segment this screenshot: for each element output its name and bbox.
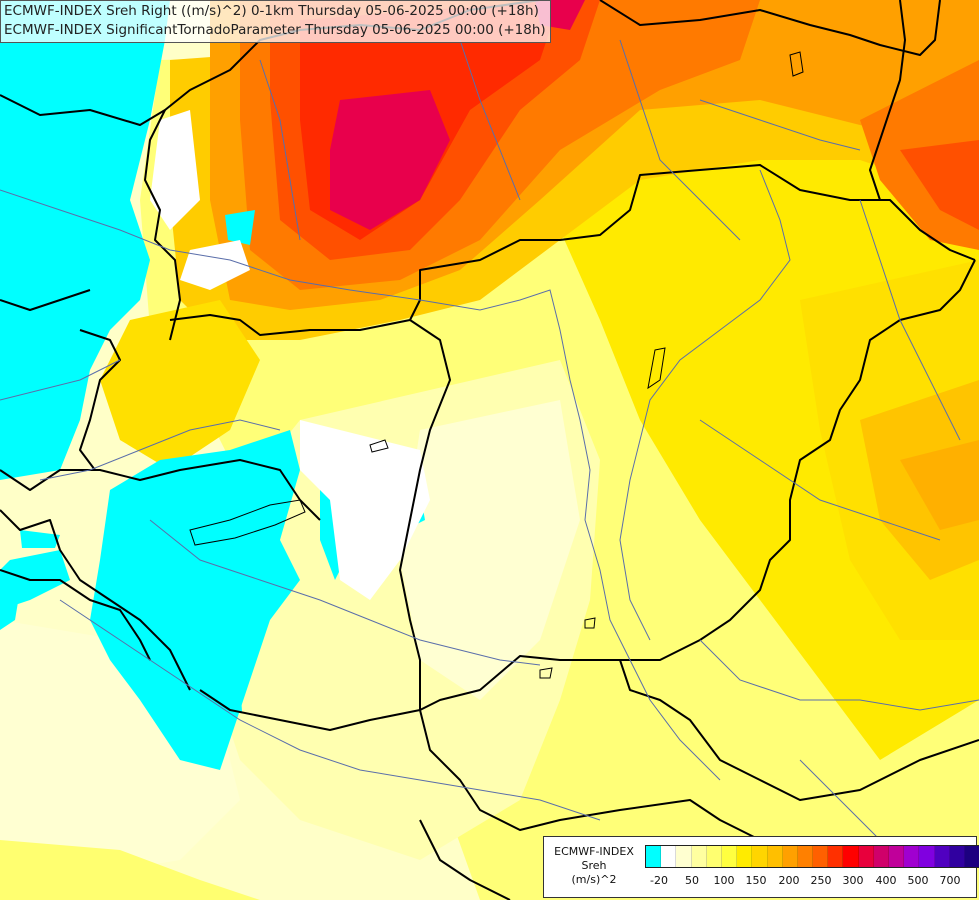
border-northeast-a: [869, 0, 906, 201]
field-cream: [400, 400, 580, 700]
border-west-coast: [79, 329, 121, 471]
legend-swatch: [691, 846, 707, 867]
color-legend: ECMWF-INDEX Sreh (m/s)^2 -20 50 100 150 200 2…: [543, 836, 979, 898]
river-north-1: [259, 59, 301, 241]
legend-tick-label: 100: [713, 874, 735, 887]
legend-tick-label: 500: [907, 874, 929, 887]
legend-unit: (m/s)^2: [571, 873, 617, 886]
river-tisza: [619, 169, 791, 641]
legend-swatch: [767, 846, 783, 867]
border-croatia-south: [419, 709, 761, 841]
legend-swatch: [904, 846, 920, 867]
legend-title: ECMWF-INDEX Sreh (m/s)^2: [548, 845, 640, 887]
cyan-west-central: [90, 430, 300, 770]
river-drava: [149, 519, 541, 666]
cyan-northwest: [0, 0, 170, 480]
lake-balaton: [189, 499, 306, 546]
field-yellow-deep: [560, 120, 979, 760]
legend-tick-label: 250: [810, 874, 832, 887]
legend-parameter: Sreh: [581, 859, 607, 872]
field-crimson: [330, 90, 450, 230]
border-south-a: [419, 819, 511, 900]
legend-swatch: [646, 846, 662, 867]
legend-tick-label: 300: [842, 874, 864, 887]
white-patch-north: [180, 240, 250, 290]
legend-tick-label: 50: [685, 874, 699, 887]
legend-swatch: [873, 846, 889, 867]
border-southwest: [0, 569, 151, 661]
border-north-b: [599, 0, 941, 56]
legend-tick-label: 150: [745, 874, 767, 887]
lake-small-5: [539, 667, 553, 679]
legend-swatch: [889, 846, 905, 867]
legend-tick-label: -20: [650, 874, 668, 887]
legend-swatch: [964, 846, 979, 867]
cyan-small-sw-2: [225, 676, 242, 716]
river-west-1: [0, 359, 121, 401]
legend-swatch: [797, 846, 814, 867]
title-line-sreh: ECMWF-INDEX Sreh Right ((m/s)^2) 0-1km T…: [4, 3, 539, 19]
river-east-1: [859, 199, 961, 441]
lakes: [189, 51, 804, 679]
legend-swatch: [661, 846, 677, 867]
lake-small-3: [789, 51, 804, 77]
legend-tick-label: 200: [778, 874, 800, 887]
legend-swatch: [813, 846, 829, 867]
legend-swatches: [645, 845, 979, 868]
field-yellow-sw: [0, 840, 260, 900]
legend-model: ECMWF-INDEX: [554, 845, 634, 858]
lake-small-1: [369, 439, 389, 453]
river-north-2: [459, 39, 521, 201]
white-patch-nw: [150, 110, 200, 230]
lake-small-2: [584, 617, 596, 629]
legend-tick-label: 400: [875, 874, 897, 887]
legend-swatch: [919, 846, 935, 867]
legend-swatch: [858, 846, 874, 867]
legend-swatch: [843, 846, 859, 867]
cyan-coast-w: [0, 590, 20, 630]
map-title-box: ECMWF-INDEX Sreh Right ((m/s)^2) 0-1km T…: [0, 0, 551, 43]
legend-swatch: [737, 846, 753, 867]
field-orange-se: [900, 440, 979, 530]
field-cream-sw: [0, 620, 240, 880]
river-mur: [39, 419, 281, 481]
title-line-stp: ECMWF-INDEX SignificantTornadoParameter …: [4, 22, 546, 38]
legend-swatch: [828, 846, 844, 867]
legend-swatch: [752, 846, 768, 867]
legend-swatch: [721, 846, 738, 867]
rivers: [0, 39, 979, 881]
legend-ticks: -20 50 100 150 200 250 300 400 500 700: [645, 874, 965, 890]
river-ne-1: [699, 99, 861, 151]
river-danube: [0, 189, 721, 781]
white-patch-west: [300, 420, 430, 600]
cyan-small-west-2: [20, 530, 60, 548]
border-italy-coast: [0, 289, 91, 311]
border-austria-hungary: [399, 319, 451, 710]
border-west-curve: [144, 109, 181, 341]
legend-swatch: [706, 846, 722, 867]
river-south-1: [699, 639, 979, 711]
border-west-inner: [0, 459, 321, 521]
border-hungary-east: [199, 259, 976, 731]
river-north-3: [619, 39, 741, 241]
legend-swatch: [949, 846, 965, 867]
river-sava: [59, 599, 601, 821]
legend-swatch: [676, 846, 692, 867]
legend-swatch: [782, 846, 798, 867]
legend-swatch: [934, 846, 950, 867]
lake-small-4: [647, 347, 666, 390]
river-east-2: [699, 419, 941, 541]
field-yellow-west: [100, 300, 260, 470]
border-slovakia-hungary: [169, 164, 976, 336]
border-slovenia: [0, 509, 191, 691]
border-romania: [619, 659, 979, 801]
field-red-ne: [900, 140, 979, 230]
legend-tick-label: 700: [939, 874, 961, 887]
cyan-nw-patch: [225, 210, 255, 245]
